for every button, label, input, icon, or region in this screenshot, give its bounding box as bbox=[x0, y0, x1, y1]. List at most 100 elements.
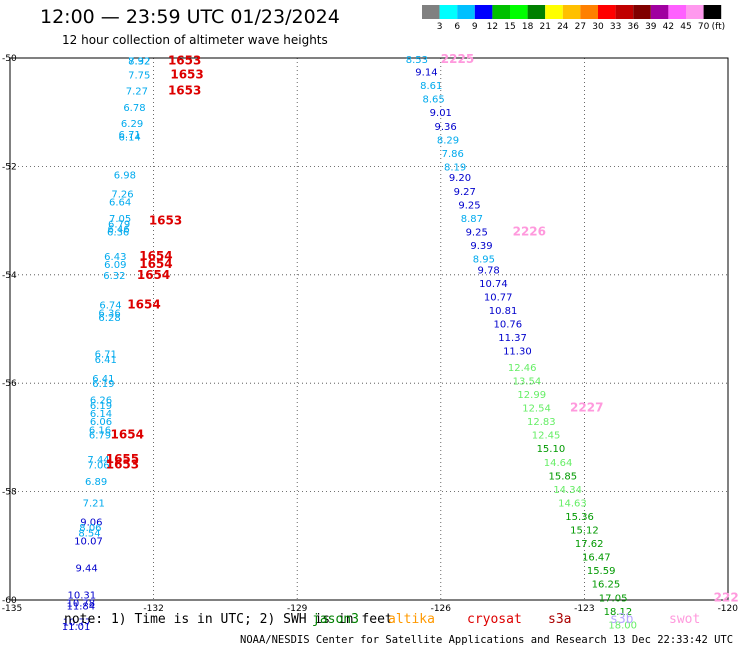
wave-height-point: 6.46 bbox=[108, 225, 130, 236]
wave-height-point: 6.43 bbox=[104, 252, 126, 263]
wave-height-point: 6.89 bbox=[85, 477, 107, 488]
wave-height-point: 7.26 bbox=[111, 190, 133, 201]
wave-height-point: 12.83 bbox=[527, 417, 556, 428]
wave-height-point: 6.29 bbox=[121, 119, 143, 130]
wave-height-point: 6.14 bbox=[90, 409, 112, 420]
wave-height-point: 8.54 bbox=[78, 528, 100, 539]
colorbar-label: 6 bbox=[454, 22, 460, 32]
colorbar-label: 18 bbox=[522, 22, 534, 32]
wave-height-point: 10.76 bbox=[493, 320, 522, 331]
wave-height-point: 9.44 bbox=[75, 563, 97, 574]
wave-height-point: 10.74 bbox=[479, 279, 508, 290]
x-tick-label: -123 bbox=[574, 604, 594, 614]
wave-height-point: 10.78 bbox=[67, 599, 96, 610]
colorbar-swatch bbox=[633, 5, 651, 19]
wave-height-point: 17.05 bbox=[599, 593, 628, 604]
wave-height-point: 15.10 bbox=[537, 444, 566, 455]
wave-height-point: 6.64 bbox=[109, 198, 131, 209]
wave-height-point: 9.39 bbox=[470, 241, 492, 252]
wave-height-point: 8.61 bbox=[420, 81, 442, 92]
colorbar-label: 15 bbox=[504, 22, 515, 32]
wave-height-point: 6.74 bbox=[99, 301, 121, 312]
wave-height-point: 11.84 bbox=[67, 601, 96, 612]
pass-time-label: 2226 bbox=[513, 224, 546, 238]
wave-height-point: 9.36 bbox=[434, 122, 456, 133]
wave-height-point: 6.19 bbox=[90, 401, 112, 412]
wave-height-point: 6.06 bbox=[90, 417, 112, 428]
wave-height-point: 6.36 bbox=[98, 309, 120, 320]
wave-height-point: 7.86 bbox=[442, 149, 464, 160]
wave-height-point: 11.30 bbox=[503, 347, 532, 358]
wave-height-point: 18.00 bbox=[608, 620, 637, 631]
wave-height-point: 17.62 bbox=[575, 539, 604, 550]
pass-time-label: 1654 bbox=[139, 249, 172, 263]
wave-height-point: 10.31 bbox=[67, 591, 96, 602]
satellite-s3a: s3a bbox=[548, 612, 572, 627]
colorbar-label: 30 bbox=[592, 22, 604, 32]
pass-time-label: 1653 bbox=[168, 54, 201, 68]
wave-height-point: 14.34 bbox=[553, 485, 582, 496]
wave-height-point: 8.29 bbox=[437, 135, 459, 146]
x-tick-label: -135 bbox=[2, 604, 22, 614]
wave-height-point: 6.78 bbox=[123, 103, 145, 114]
wave-height-point: 15.12 bbox=[570, 526, 599, 537]
wave-height-point: 8.95 bbox=[473, 255, 495, 266]
plot-frame bbox=[9, 57, 729, 601]
colorbar-swatch bbox=[527, 5, 546, 19]
wave-height-point: 6.16 bbox=[89, 425, 111, 436]
satellite-jason3: jason3 bbox=[312, 612, 359, 627]
colorbar-label: 21 bbox=[539, 22, 550, 32]
wave-height-point: 8.06 bbox=[79, 523, 101, 534]
wave-height-point: 6.32 bbox=[103, 271, 125, 282]
wave-height-point: 6.36 bbox=[107, 227, 129, 238]
colorbar-swatch bbox=[615, 5, 634, 19]
wave-height-point: 13.54 bbox=[513, 376, 542, 387]
wave-height-point: 6.79 bbox=[89, 431, 111, 442]
wave-height-point: 6.71 bbox=[119, 130, 141, 141]
satellite-altika: altika bbox=[388, 612, 435, 627]
wave-height-point: 7.05 bbox=[109, 214, 131, 225]
colorbar-swatch bbox=[474, 5, 493, 19]
wave-height-point: 15.36 bbox=[565, 512, 594, 523]
colorbar-swatch bbox=[650, 5, 669, 19]
wave-height-point: 11.37 bbox=[498, 333, 527, 344]
y-tick-label: -58 bbox=[2, 488, 17, 498]
wave-height-point: 16.47 bbox=[582, 553, 611, 564]
wave-height-point: 18.12 bbox=[604, 607, 633, 618]
pass-time-label: 1654 bbox=[111, 428, 144, 442]
y-tick-label: -60 bbox=[2, 596, 17, 606]
wave-height-point: 8.19 bbox=[444, 162, 466, 173]
wave-height-point: 7.06 bbox=[87, 461, 109, 472]
colorbar-label: 3 bbox=[437, 22, 443, 32]
wave-height-point: 10.77 bbox=[484, 292, 513, 303]
colorbar-swatch bbox=[545, 5, 563, 19]
wave-height-point: 12.46 bbox=[508, 363, 537, 374]
wave-height-point: 6.19 bbox=[92, 379, 114, 390]
wave-height-point: 10.81 bbox=[489, 306, 518, 317]
wave-height-point: 8.87 bbox=[461, 214, 483, 225]
pass-time-label: 1655 bbox=[106, 452, 139, 466]
wave-height-point: 11.01 bbox=[62, 622, 91, 633]
colorbar-label: 24 bbox=[557, 22, 569, 32]
pass-time-label: 1653 bbox=[170, 67, 203, 81]
wave-height-point: 9.06 bbox=[80, 517, 102, 528]
pass-time-label: 2225 bbox=[441, 52, 474, 66]
wave-height-point: 6.26 bbox=[90, 395, 112, 406]
pass-time-label: 1653 bbox=[149, 214, 182, 228]
wave-height-point: 7.44 bbox=[87, 455, 109, 466]
colorbar-label: 45 bbox=[680, 22, 691, 32]
x-tick-label: -129 bbox=[287, 604, 308, 614]
wave-height-point: 6.14 bbox=[119, 133, 141, 144]
colorbar-swatch bbox=[422, 5, 440, 19]
colorbar-swatch bbox=[668, 5, 686, 19]
y-tick-label: -54 bbox=[2, 271, 17, 281]
y-tick-label: -52 bbox=[2, 162, 17, 172]
wave-height-point: 9.01 bbox=[430, 108, 452, 119]
wave-height-point: 7.21 bbox=[83, 498, 105, 509]
colorbar-swatch bbox=[457, 5, 475, 19]
wave-height-point: 6.79 bbox=[108, 219, 130, 230]
wave-height-point: 6.98 bbox=[114, 171, 136, 182]
y-axis-ticks: -50 -52 -54 -56 -58 -60 bbox=[2, 54, 17, 606]
colorbar-label: 39 bbox=[645, 22, 657, 32]
